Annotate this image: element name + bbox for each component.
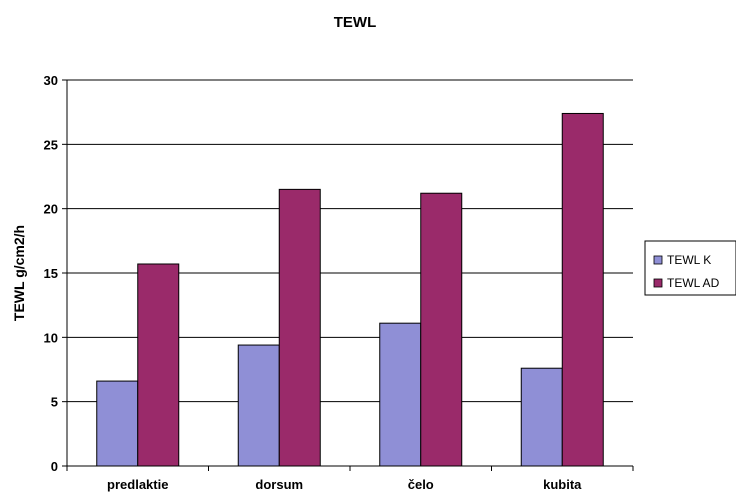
legend-swatch-tewl-k: [653, 255, 663, 265]
legend-label-tewl-ad: TEWL AD: [667, 276, 720, 290]
y-tick-label: 5: [51, 395, 58, 410]
bars: [96, 112, 604, 467]
legend-swatch-tewl-ad: [653, 278, 663, 288]
x-axis-ticks: predlaktie dorsum čelo kubita: [66, 466, 634, 492]
bar-tewl-ad-0: [137, 263, 180, 467]
bar-tewl-ad-2: [420, 192, 463, 467]
bar-tewl-k-0: [96, 380, 139, 467]
x-tick-label: kubita: [543, 477, 582, 492]
y-tick-label: 0: [51, 459, 58, 474]
bar-tewl-k-1: [237, 344, 280, 467]
bar-tewl-k-2: [379, 322, 422, 467]
bar-tewl-ad-1: [278, 188, 321, 467]
y-axis-ticks: 0 5 10 15 20 25 30: [44, 73, 67, 474]
legend-label-tewl-k: TEWL K: [667, 253, 711, 267]
y-tick-label: 10: [44, 330, 58, 345]
chart-title: TEWL: [334, 14, 377, 31]
bar-tewl-k-3: [520, 367, 563, 467]
y-tick-label: 20: [44, 202, 58, 217]
y-axis-title: TEWL g/cm2/h: [11, 225, 27, 321]
y-tick-label: 25: [44, 137, 58, 152]
x-tick-label: dorsum: [255, 477, 303, 492]
bar-tewl-ad-3: [561, 112, 604, 467]
legend: TEWL K TEWL AD: [644, 240, 736, 296]
y-tick-label: 15: [44, 266, 58, 281]
x-tick-label: čelo: [408, 477, 434, 492]
y-tick-label: 30: [44, 73, 58, 88]
x-tick-label: predlaktie: [107, 477, 168, 492]
